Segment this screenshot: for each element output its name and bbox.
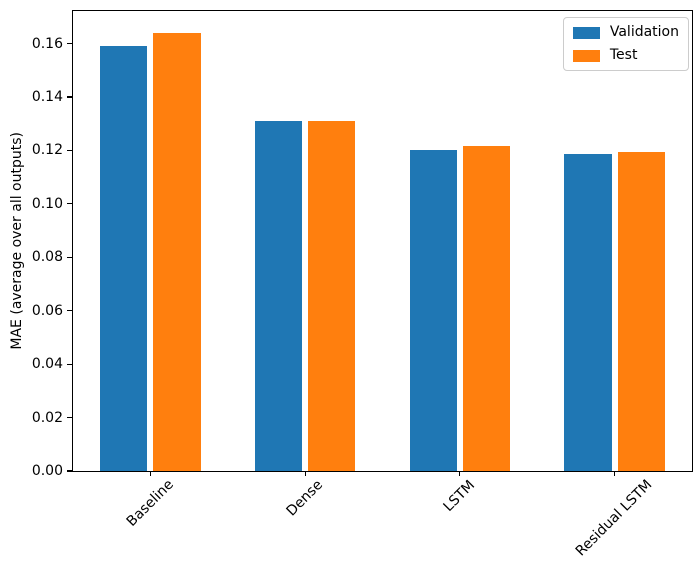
x-tick-label: Residual LSTM [572,477,656,560]
x-tick-mark [614,471,616,476]
x-tick-mark [149,471,151,476]
y-tick-mark [67,310,72,312]
plot-area: Validation Test 0.00 0.02 0.04 0.06 0.08 0.10 0… [32,10,693,560]
legend-swatch-validation [572,26,600,39]
y-tick-label: 0.06 [31,302,63,319]
legend-entry-validation: Validation [572,24,679,40]
y-tick-mark [67,256,72,258]
bar-validation-baseline [100,46,148,471]
x-tick-label: Baseline [123,476,177,531]
y-tick-label: 0.02 [31,409,63,426]
bar-test-dense [308,121,356,471]
legend: Validation Test [562,17,689,71]
bar-validation-residual-lstm [564,154,612,471]
x-tick-label: LSTM [440,476,479,515]
legend-swatch-test [572,49,600,62]
bar-test-baseline [153,32,201,471]
bar-test-residual-lstm [617,151,665,471]
bar-validation-dense [254,121,303,471]
legend-label-validation: Validation [609,24,679,40]
y-tick-mark [67,363,72,365]
y-tick-label: 0.10 [31,195,63,212]
y-tick-label: 0.08 [31,249,63,266]
x-tick-label: Dense [283,476,327,520]
legend-label-test: Test [609,47,638,63]
y-tick-label: 0.12 [31,142,63,159]
y-tick-label: 0.04 [31,356,63,373]
x-tick-mark [304,471,306,476]
legend-entry-test: Test [572,47,679,63]
y-tick-label: 0.00 [31,463,63,479]
y-axis-label: MAE (average over all outputs) [6,10,28,472]
y-tick-label: 0.14 [31,89,63,106]
x-tick-mark [459,471,461,476]
y-tick-mark [67,416,72,419]
y-tick-label: 0.16 [31,35,63,52]
y-tick-mark [67,96,72,98]
y-tick-mark [67,203,72,205]
bar-test-lstm [462,146,511,471]
y-tick-mark [67,149,72,152]
y-tick-mark [67,470,72,472]
y-tick-mark [67,42,72,45]
bar-validation-lstm [409,150,457,471]
